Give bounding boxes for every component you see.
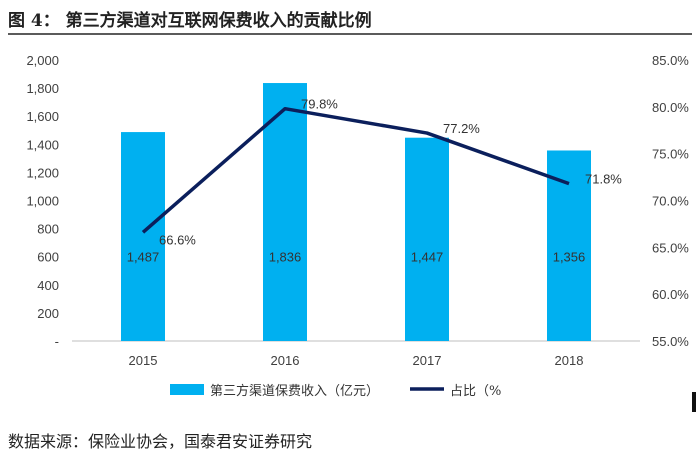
left-tick-label: 1,200 [26,165,59,180]
line-series [141,106,570,234]
category-axis: 2015 2016 2017 2018 [129,353,584,368]
line-value-label: 66.6% [159,232,196,247]
right-tick-label: 80.0% [652,100,689,115]
left-tick-label: 400 [37,278,59,293]
page-edge-mark [692,392,696,412]
left-tick-label: - [55,334,59,349]
left-tick-label: 1,800 [26,81,59,96]
right-tick-label: 55.0% [652,334,689,349]
bar-value-label: 1,356 [553,250,586,265]
data-source: 数据来源：保险业协会，国泰君安证券研究 [8,432,313,451]
right-axis-ticks: 55.0% 60.0% 65.0% 70.0% 75.0% 80.0% 85.0% [652,53,689,349]
left-tick-label: 1,000 [26,194,59,209]
line-value-label: 79.8% [301,97,338,112]
bar-value-label: 1,447 [411,250,444,265]
x-tick-label: 2015 [129,353,158,368]
left-tick-label: 1,400 [26,137,59,152]
legend-bar-swatch [170,384,204,395]
x-tick-label: 2018 [555,353,584,368]
figure-title: 图 4： 第三方渠道对互联网保费收入的贡献比例 [8,11,372,31]
line-value-label: 71.8% [585,172,622,187]
right-tick-label: 70.0% [652,194,689,209]
left-tick-label: 200 [37,306,59,321]
legend-bar-label: 第三方渠道保费收入（亿元） [210,383,379,399]
right-tick-label: 65.0% [652,240,689,255]
left-tick-label: 800 [37,222,59,237]
left-tick-label: 2,000 [26,53,59,68]
legend: 第三方渠道保费收入（亿元） 占比（% [170,383,501,399]
bar [121,132,165,341]
bar-value-label: 1,836 [269,250,302,265]
x-tick-label: 2017 [413,353,442,368]
left-tick-label: 600 [37,250,59,265]
right-tick-label: 60.0% [652,287,689,302]
bar [263,83,307,342]
bar [405,137,449,341]
right-tick-label: 85.0% [652,53,689,68]
left-axis-ticks: - 200 400 600 800 1,000 1,200 1,400 1,600 1,800 2,… [26,53,59,349]
data-labels: 1,487 1,836 1,447 1,356 66.6% 79.8% 77.2% 71.8% [127,97,623,265]
share-line [141,106,570,234]
left-tick-label: 1,600 [26,109,59,124]
right-tick-label: 75.0% [652,147,689,162]
legend-line-label: 占比（% [450,384,501,399]
title-divider [8,33,692,35]
x-tick-label: 2016 [271,353,300,368]
line-value-label: 77.2% [443,121,480,136]
bar-value-label: 1,487 [127,250,160,265]
